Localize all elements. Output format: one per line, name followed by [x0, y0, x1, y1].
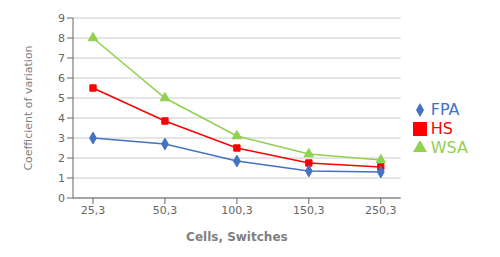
html-text:FPA: FPA — [430, 99, 460, 119]
svg-text:250,3: 250,3 — [365, 204, 397, 217]
svg-text:Coefficient of variation: Coefficient of variation — [22, 45, 35, 170]
svg-text:50,3: 50,3 — [153, 204, 178, 217]
svg-text:3: 3 — [58, 132, 65, 145]
svg-text:0: 0 — [58, 192, 65, 205]
svg-text:5: 5 — [58, 92, 65, 105]
svg-text:6: 6 — [58, 72, 65, 85]
html-text:WSA: WSA — [430, 137, 468, 157]
svg-text:25,3: 25,3 — [81, 204, 106, 217]
svg-text:9: 9 — [58, 12, 65, 25]
svg-text:1: 1 — [58, 172, 65, 185]
svg-text:150,3: 150,3 — [293, 204, 325, 217]
svg-text:7: 7 — [58, 52, 65, 65]
html-text:HS: HS — [430, 118, 453, 138]
svg-text:8: 8 — [58, 32, 65, 45]
svg-text:Cells, Switches: Cells, Switches — [186, 230, 288, 244]
svg-text:4: 4 — [58, 112, 65, 125]
svg-text:100,3: 100,3 — [221, 204, 253, 217]
svg-text:2: 2 — [58, 152, 65, 165]
